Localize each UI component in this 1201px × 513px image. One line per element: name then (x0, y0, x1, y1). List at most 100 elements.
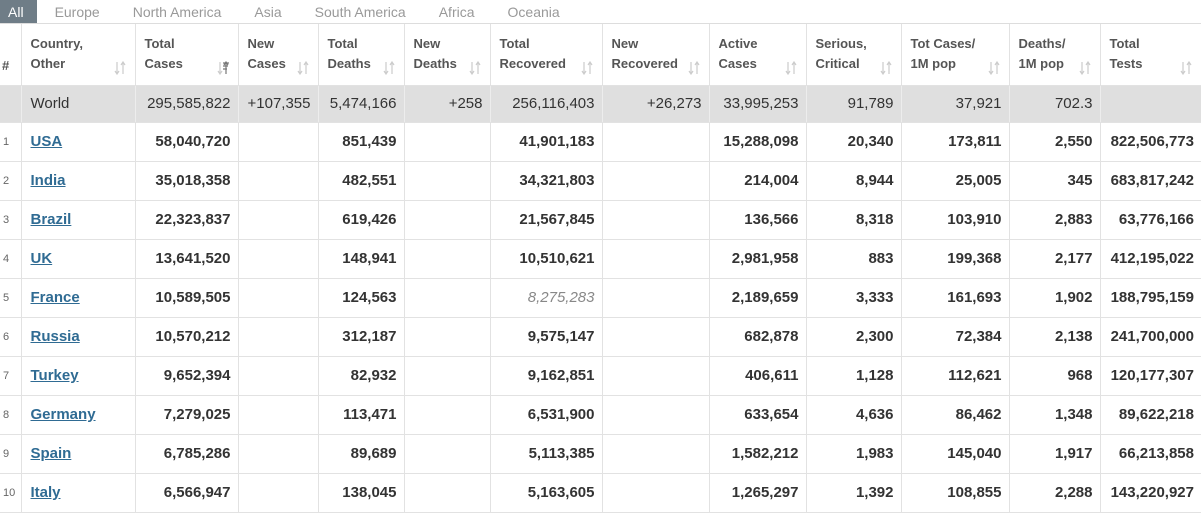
column-header-tot-cases-1m-pop[interactable]: Tot Cases/1M pop (901, 24, 1010, 86)
country-link-turkey[interactable]: Turkey (30, 367, 79, 384)
stat-cell (238, 434, 319, 474)
stat-cell: 482,551 (318, 161, 405, 201)
stat-cell: 58,040,720 (135, 122, 239, 162)
stat-cell: 10,510,621 (490, 239, 603, 279)
tab-south-america[interactable]: South America (314, 3, 406, 20)
sort-icon[interactable] (383, 60, 395, 75)
stat-cell (404, 239, 491, 279)
column-header-country-other[interactable]: Country, Other (21, 24, 136, 86)
stat-cell: 1,128 (806, 356, 902, 396)
country-link-spain[interactable]: Spain (30, 445, 72, 462)
column-header-total-cases[interactable]: Total Cases (135, 24, 239, 86)
stat-cell: 86,462 (901, 395, 1010, 435)
column-header-total-recovered[interactable]: Total Recovered (490, 24, 603, 86)
tab-europe[interactable]: Europe (54, 3, 100, 20)
stat-cell: 6,785,286 (135, 434, 239, 474)
stat-cell: 851,439 (318, 122, 405, 162)
stat-cell: 10,570,212 (135, 317, 239, 357)
sort-icon[interactable] (1079, 60, 1091, 75)
sort-icon[interactable] (988, 60, 1000, 75)
rank-cell: 7 (0, 356, 22, 396)
stat-cell: 8,275,283 (490, 278, 603, 318)
stat-cell: 2,177 (1009, 239, 1101, 279)
stat-cell (238, 278, 319, 318)
stat-cell: 1,392 (806, 473, 902, 513)
sort-icon[interactable] (688, 60, 700, 75)
stat-cell: 145,040 (901, 434, 1010, 474)
sort-icon[interactable] (880, 60, 892, 75)
stat-cell: 173,811 (901, 122, 1010, 162)
stat-cell: 633,654 (709, 395, 807, 435)
country-cell: Italy (21, 473, 136, 513)
stat-cell: 91,789 (806, 85, 902, 123)
stat-cell (238, 161, 319, 201)
country-link-france[interactable]: France (30, 289, 80, 306)
stat-cell (602, 161, 710, 201)
tab-oceania[interactable]: Oceania (507, 3, 560, 20)
stat-cell: 8,318 (806, 200, 902, 240)
column-header-new-deaths[interactable]: New Deaths (404, 24, 491, 86)
country-link-germany[interactable]: Germany (30, 406, 96, 423)
column-header-active-cases[interactable]: Active Cases (709, 24, 807, 86)
stat-cell (602, 278, 710, 318)
column-header-label: Deaths/ (1018, 36, 1066, 52)
column-header-label: New (611, 36, 639, 52)
stat-cell: 89,622,218 (1100, 395, 1201, 435)
stat-cell: 37,921 (901, 85, 1010, 123)
stat-cell: 2,981,958 (709, 239, 807, 279)
sort-desc-icon[interactable] (217, 60, 229, 75)
stat-cell: 9,575,147 (490, 317, 603, 357)
column-header-total-tests[interactable]: Total Tests (1100, 24, 1201, 86)
stat-cell: 66,213,858 (1100, 434, 1201, 474)
column-header-new-cases[interactable]: New Cases (238, 24, 319, 86)
stat-cell (602, 200, 710, 240)
tab-africa[interactable]: Africa (438, 3, 475, 20)
stat-cell: 25,005 (901, 161, 1010, 201)
country-link-russia[interactable]: Russia (30, 328, 80, 345)
column-header-label: Total (327, 36, 358, 52)
country-cell: France (21, 278, 136, 318)
table-row: 8 Germany 7,279,025 113,471 6,531,900 633,654… (0, 395, 1201, 435)
stat-cell: 72,384 (901, 317, 1010, 357)
stat-cell (404, 317, 491, 357)
country-link-india[interactable]: India (30, 172, 66, 189)
stat-cell: 13,641,520 (135, 239, 239, 279)
tab-north-america[interactable]: North America (132, 3, 222, 20)
column-header-total-deaths[interactable]: Total Deaths (318, 24, 405, 86)
sort-icon[interactable] (1180, 60, 1192, 75)
stat-cell: 1,917 (1009, 434, 1101, 474)
column-header-new-recovered[interactable]: New Recovered (602, 24, 710, 86)
stat-cell: 1,348 (1009, 395, 1101, 435)
tab-all[interactable]: All (0, 0, 37, 23)
stat-cell: 214,004 (709, 161, 807, 201)
stat-cell: 63,776,166 (1100, 200, 1201, 240)
sort-icon[interactable] (114, 60, 126, 75)
rank-cell: 3 (0, 200, 22, 240)
table-row: 9 Spain 6,785,286 89,689 5,113,385 1,582,212 1… (0, 434, 1201, 474)
column-header-rank: # (0, 24, 22, 86)
sort-icon[interactable] (785, 60, 797, 75)
stat-cell: +107,355 (238, 85, 319, 123)
column-header-label: Country, (30, 36, 83, 52)
sort-icon[interactable] (469, 60, 481, 75)
country-link-usa[interactable]: USA (30, 133, 63, 150)
country-link-uk[interactable]: UK (30, 250, 53, 267)
country-link-italy[interactable]: Italy (30, 484, 61, 501)
stat-cell (238, 317, 319, 357)
stat-cell (404, 356, 491, 396)
sort-icon[interactable] (581, 60, 593, 75)
world-total-row: World 295,585,822 +107,355 5,474,166 +258 256… (0, 85, 1201, 123)
stat-cell: 103,910 (901, 200, 1010, 240)
sort-icon[interactable] (297, 60, 309, 75)
rank-cell: 8 (0, 395, 22, 435)
stat-cell: 241,700,000 (1100, 317, 1201, 357)
country-link-brazil[interactable]: Brazil (30, 211, 72, 228)
column-header-deaths-1m-pop[interactable]: Deaths/1M pop (1009, 24, 1101, 86)
tab-asia[interactable]: Asia (254, 3, 282, 20)
covid-stats-table: # Country, Other Total Cases New Cases Total Dea… (0, 24, 1201, 513)
stat-cell (1100, 85, 1201, 123)
column-header-label: Active (718, 36, 758, 52)
stat-cell: 138,045 (318, 473, 405, 513)
column-header-serious-critical[interactable]: Serious, Critical (806, 24, 902, 86)
stat-cell: 89,689 (318, 434, 405, 474)
